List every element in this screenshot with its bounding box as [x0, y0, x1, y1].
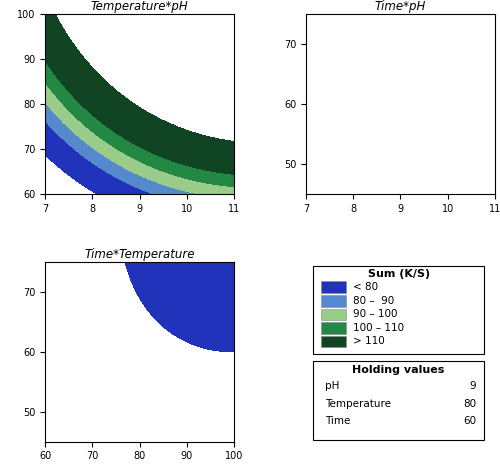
Title: Time*Temperature: Time*Temperature — [84, 248, 195, 261]
Text: 60: 60 — [463, 416, 476, 426]
FancyBboxPatch shape — [314, 361, 484, 440]
Title: Time*pH: Time*pH — [375, 0, 426, 13]
Text: 100 – 110: 100 – 110 — [353, 323, 405, 333]
Text: Sum (K/S): Sum (K/S) — [368, 269, 430, 279]
FancyBboxPatch shape — [321, 336, 345, 347]
FancyBboxPatch shape — [321, 322, 345, 334]
FancyBboxPatch shape — [321, 295, 345, 307]
Text: pH: pH — [325, 381, 339, 391]
Text: Holding values: Holding values — [352, 364, 445, 374]
Text: 80 –  90: 80 – 90 — [353, 296, 395, 306]
Text: 90 – 100: 90 – 100 — [353, 309, 398, 319]
Text: Temperature: Temperature — [325, 399, 391, 408]
Text: < 80: < 80 — [353, 282, 378, 292]
Text: 9: 9 — [470, 381, 476, 391]
FancyBboxPatch shape — [321, 309, 345, 320]
Title: Temperature*pH: Temperature*pH — [90, 0, 188, 13]
Text: > 110: > 110 — [353, 336, 385, 346]
Text: 80: 80 — [463, 399, 476, 408]
FancyBboxPatch shape — [321, 281, 345, 293]
FancyBboxPatch shape — [314, 266, 484, 354]
Text: Time: Time — [325, 416, 350, 426]
